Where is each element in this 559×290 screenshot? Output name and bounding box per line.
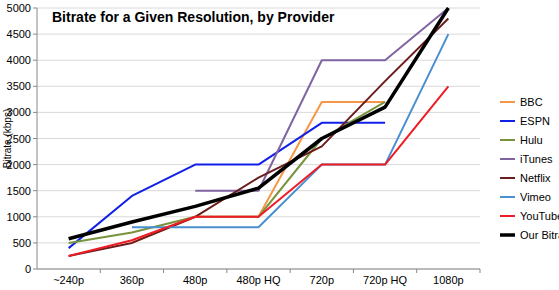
tick-mark	[33, 138, 37, 139]
grid-line	[37, 112, 480, 113]
tick-mark	[33, 8, 37, 9]
legend-swatch	[500, 139, 515, 141]
legend-swatch	[500, 233, 515, 237]
legend-label: Netflix	[520, 172, 551, 184]
legend-swatch	[500, 120, 515, 122]
x-tick-label: 360p	[120, 274, 144, 286]
legend-swatch	[500, 196, 515, 198]
y-tick-label: 500	[13, 237, 31, 249]
series-line	[132, 34, 448, 227]
legend-swatch	[500, 158, 515, 160]
legend-label: ESPN	[520, 115, 550, 127]
legend-label: Hulu	[520, 134, 543, 146]
grid-line	[37, 269, 480, 270]
y-axis	[37, 8, 38, 269]
x-tick-mark	[100, 269, 101, 273]
x-tick-label: 480p	[183, 274, 207, 286]
chart: 0500100015002000250030003500400045005000…	[0, 0, 559, 290]
x-tick-mark	[290, 269, 291, 273]
tick-mark	[33, 190, 37, 191]
y-tick-label: 5000	[7, 2, 31, 14]
y-tick-label: 4500	[7, 28, 31, 40]
x-axis	[37, 269, 480, 270]
series-line	[69, 18, 449, 256]
legend-label: Vimeo	[520, 191, 551, 203]
grid-line	[37, 242, 480, 243]
title: Bitrate for a Given Resolution, by Provi…	[52, 9, 335, 25]
series-line	[69, 102, 385, 243]
legend-swatch	[500, 101, 515, 103]
tick-mark	[33, 216, 37, 217]
tick-mark	[33, 242, 37, 243]
y-tick-label: 1000	[7, 211, 31, 223]
y-tick-label: 1500	[7, 185, 31, 197]
grid-line	[37, 34, 480, 35]
grid-line	[37, 86, 480, 87]
y-axis-label: Bitrate (kbps)	[2, 109, 13, 168]
x-tick-label: ~240p	[53, 274, 84, 286]
legend-label: iTunes	[520, 153, 553, 165]
series-line	[195, 8, 448, 191]
legend-label: Our Bitrate	[520, 229, 559, 241]
x-tick-mark	[163, 269, 164, 273]
tick-mark	[33, 164, 37, 165]
legend-swatch	[500, 215, 515, 217]
x-tick-mark	[226, 269, 227, 273]
y-tick-label: 3500	[7, 80, 31, 92]
tick-mark	[33, 34, 37, 35]
tick-mark	[33, 86, 37, 87]
plot-lines	[69, 8, 449, 256]
x-tick-label: 720p HQ	[363, 274, 407, 286]
series-line	[69, 8, 449, 239]
x-tick-label: 720p	[310, 274, 334, 286]
legend-swatch	[500, 177, 515, 179]
y-tick-label: 0	[25, 263, 31, 275]
tick-mark	[33, 269, 37, 270]
series-line	[69, 123, 385, 248]
grid-line	[37, 138, 480, 139]
tick-mark	[33, 112, 37, 113]
x-tick-mark	[416, 269, 417, 273]
x-tick-mark	[480, 269, 481, 273]
legend-label: YouTube	[520, 210, 559, 222]
tick-mark	[33, 60, 37, 61]
x-tick-label: 480p HQ	[236, 274, 280, 286]
series-line	[69, 86, 449, 256]
x-tick-mark	[353, 269, 354, 273]
x-tick-label: 1080p	[433, 274, 464, 286]
y-tick-label: 4000	[7, 54, 31, 66]
legend-label: BBC	[520, 96, 543, 108]
